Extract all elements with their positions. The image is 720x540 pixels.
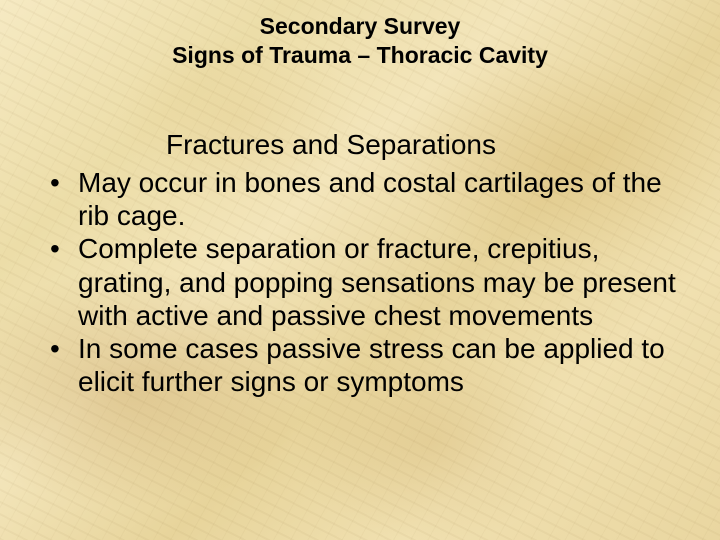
list-item: In some cases passive stress can be appl… — [44, 332, 676, 399]
slide-title-block: Secondary Survey Signs of Trauma – Thora… — [0, 12, 720, 70]
list-item: Complete separation or fracture, crepiti… — [44, 232, 676, 332]
slide-body: Fractures and Separations May occur in b… — [44, 128, 676, 399]
slide-title-line-2: Signs of Trauma – Thoracic Cavity — [0, 41, 720, 70]
list-item: May occur in bones and costal cartilages… — [44, 166, 676, 233]
slide: Secondary Survey Signs of Trauma – Thora… — [0, 0, 720, 540]
bullet-list: May occur in bones and costal cartilages… — [44, 166, 676, 399]
slide-subheading: Fractures and Separations — [166, 128, 676, 162]
slide-title-line-1: Secondary Survey — [0, 12, 720, 41]
